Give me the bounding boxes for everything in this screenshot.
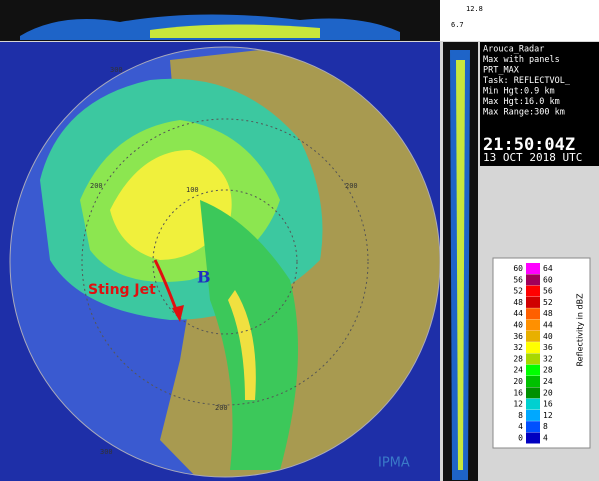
legend-label: 20 — [543, 388, 553, 397]
info-line: Arouca_Radar — [483, 45, 544, 55]
legend-label: 4 — [518, 422, 523, 431]
legend-label: 12 — [513, 400, 523, 409]
height-label: 6.7 — [451, 21, 464, 29]
ring-label: 300 — [110, 66, 123, 74]
legend-label: 28 — [513, 354, 523, 363]
echo — [228, 290, 256, 400]
side-echo — [456, 60, 465, 470]
legend-label: 4 — [543, 434, 548, 443]
legend-label: 52 — [513, 287, 523, 296]
legend-label: 0 — [518, 434, 523, 443]
range-ring — [9, 46, 440, 478]
legend-label: 48 — [543, 309, 553, 318]
legend-label: 40 — [543, 332, 553, 341]
legend-label: 60 — [543, 275, 553, 284]
legend-label: 36 — [543, 343, 553, 352]
top-right-panel — [440, 0, 599, 41]
legend-label: 60 — [513, 264, 523, 273]
legend-swatch — [526, 353, 540, 365]
legend-label: 32 — [513, 343, 523, 352]
legend-swatch — [526, 409, 540, 421]
legend-box — [492, 257, 591, 449]
height-label: 12.8 — [466, 5, 483, 13]
info-line: Task: REFLECTVOL_ — [483, 76, 571, 86]
info-box — [480, 42, 599, 166]
info-line: PRT_MAX — [483, 66, 520, 76]
legend-label: 56 — [543, 287, 553, 296]
legend-label: 24 — [513, 366, 523, 375]
legend-label: 48 — [513, 298, 523, 307]
info-line: Min Hgt:0.9 km — [483, 87, 555, 97]
legend-label: 56 — [513, 275, 523, 284]
arrow-head — [172, 305, 184, 322]
legend-label: 52 — [543, 298, 553, 307]
range-ring — [152, 189, 298, 335]
annotation: Sting Jet — [88, 282, 156, 298]
legend-label: 32 — [543, 354, 553, 363]
legend-label: 8 — [543, 422, 548, 431]
legend-swatch — [526, 387, 540, 399]
info-line: Max Hgt:16.0 km — [483, 97, 560, 107]
legend-label: 44 — [543, 321, 553, 330]
legend-swatch — [526, 330, 540, 342]
legend-label: 40 — [513, 321, 523, 330]
legend-label: 8 — [518, 411, 523, 420]
legend-label: 16 — [543, 400, 553, 409]
legend-label: 28 — [543, 366, 553, 375]
info-line: Max with panels — [483, 55, 560, 65]
logo: IPMA — [378, 456, 410, 471]
legend-swatch — [526, 319, 540, 331]
ring-label: 200 — [215, 404, 228, 412]
range-ring — [81, 118, 369, 406]
date: 13 OCT 2018 UTC — [483, 151, 582, 164]
legend-swatch — [526, 296, 540, 308]
legend-label: 64 — [543, 264, 553, 273]
legend-swatch — [526, 398, 540, 410]
legend-label: 44 — [513, 309, 523, 318]
marker: B — [197, 268, 211, 287]
time: 21:50:04Z — [483, 135, 575, 155]
top-echo — [150, 24, 320, 38]
legend-swatch — [526, 432, 540, 444]
ring-label: 200 — [90, 182, 103, 190]
legend-swatch — [526, 421, 540, 433]
legend-title: Reflectivity in dBZ — [576, 293, 585, 367]
legend-swatch — [526, 376, 540, 387]
legend-swatch — [526, 364, 540, 376]
legend-swatch — [526, 308, 540, 320]
info-line: Max Range:300 km — [483, 108, 565, 118]
legend-swatch — [526, 285, 540, 297]
legend-swatch — [526, 342, 540, 354]
legend-label: 36 — [513, 332, 523, 341]
ring-label: 200 — [345, 182, 358, 190]
echo — [110, 150, 232, 260]
legend-label: 16 — [513, 388, 523, 397]
legend-swatch — [526, 274, 540, 286]
ring-label: 100 — [186, 186, 199, 194]
legend-label: 12 — [543, 411, 553, 420]
legend-label: 24 — [543, 377, 553, 386]
legend-label: 20 — [513, 377, 523, 386]
legend-swatch — [526, 263, 540, 274]
ring-label: 300 — [100, 448, 113, 456]
